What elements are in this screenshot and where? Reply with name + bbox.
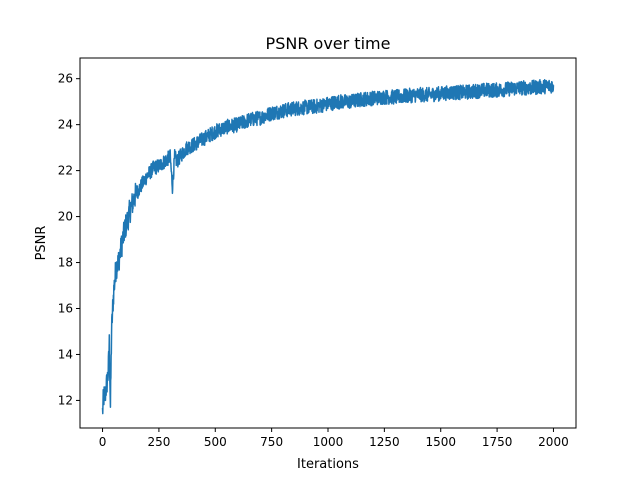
y-axis-label: PSNR <box>34 226 49 261</box>
y-tick-label: 26 <box>58 72 73 86</box>
x-tick-label: 1000 <box>313 435 344 449</box>
y-tick-label: 22 <box>58 164 73 178</box>
y-tick-label: 24 <box>58 118 73 132</box>
x-tick-label: 0 <box>99 435 107 449</box>
y-tick-label: 16 <box>58 301 73 315</box>
y-axis: 12 14 16 18 20 22 24 26 <box>58 72 80 407</box>
x-tick-label: 250 <box>147 435 170 449</box>
x-tick-label: 2000 <box>538 435 569 449</box>
chart-title: PSNR over time <box>266 34 391 53</box>
y-tick-label: 14 <box>58 347 73 361</box>
psnr-series-line <box>101 78 555 415</box>
y-tick-label: 20 <box>58 210 73 224</box>
x-axis: 0 250 500 750 1000 1250 1500 1750 2000 <box>99 428 569 449</box>
x-tick-label: 1250 <box>369 435 400 449</box>
x-tick-label: 1750 <box>482 435 513 449</box>
x-tick-label: 500 <box>204 435 227 449</box>
y-tick-label: 12 <box>58 393 73 407</box>
x-axis-label: Iterations <box>297 457 359 472</box>
x-tick-label: 750 <box>260 435 283 449</box>
y-tick-label: 18 <box>58 256 73 270</box>
axes-frame <box>79 57 577 429</box>
x-tick-label: 1500 <box>425 435 456 449</box>
plot-area <box>79 57 577 429</box>
